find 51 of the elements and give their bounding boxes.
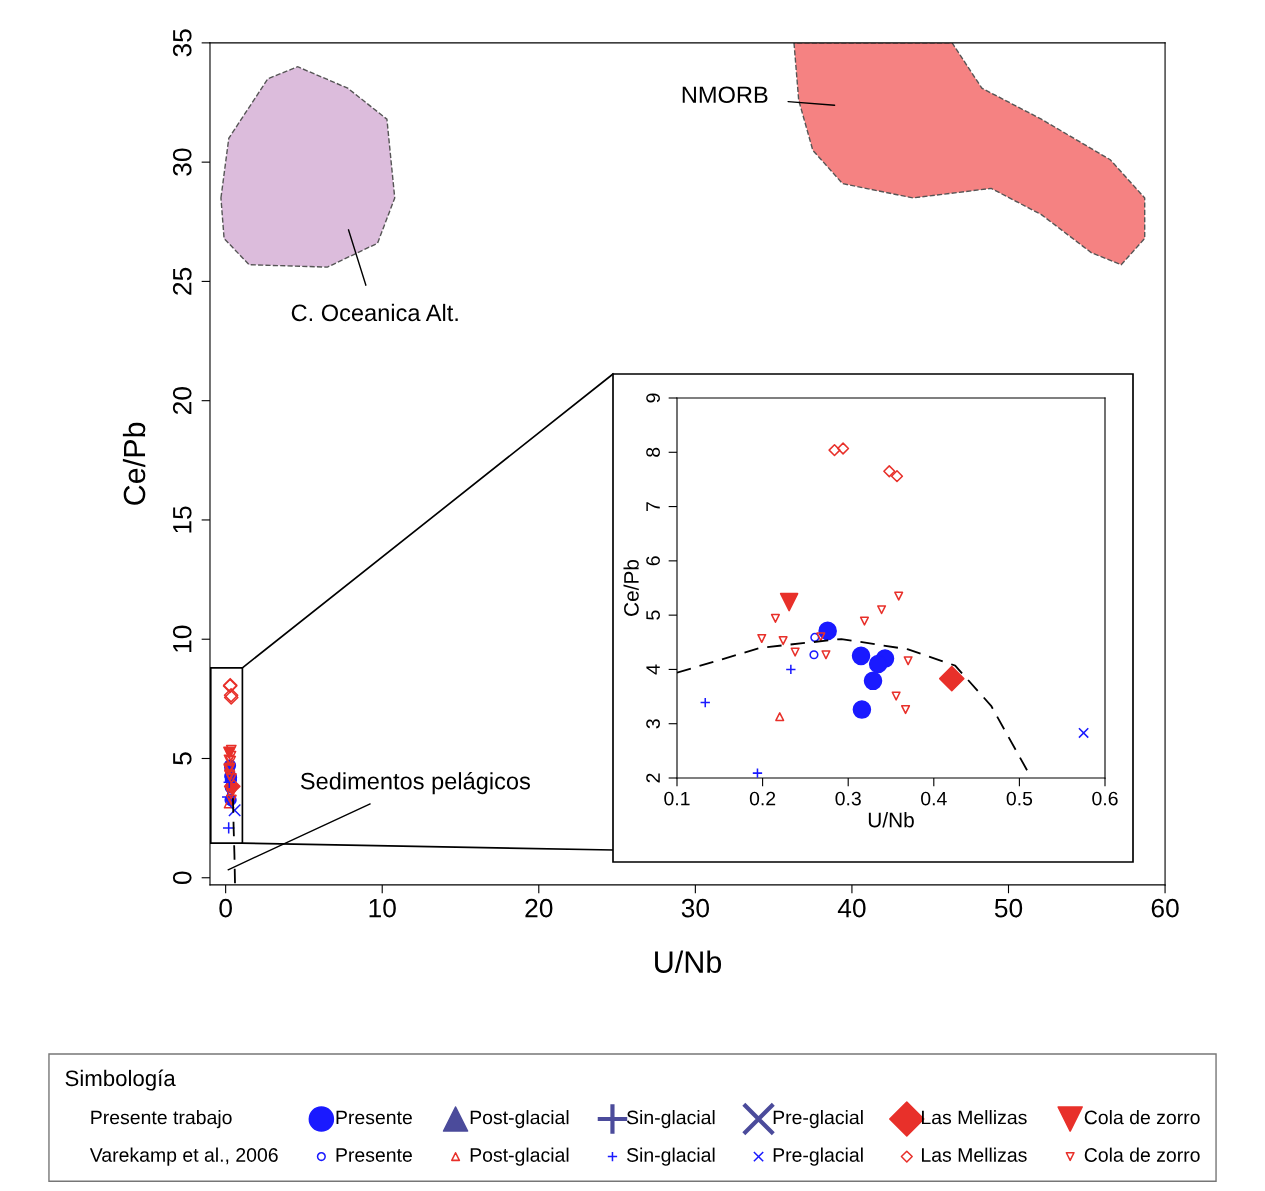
annotation: Sedimentos pelágicos [300,771,530,795]
legend-label: Post-glacial [470,1110,569,1129]
y-axis-title: Ce/Pb [623,559,639,616]
legend-label: Sin-glacial [626,1110,715,1129]
x-tick-label: 10 [369,898,396,918]
legend-label: Sin-glacial [626,1147,715,1166]
x-axis-title: U/Nb [655,950,722,973]
legend-label: Cola de zorro [1084,1147,1200,1162]
x-tick-label: 30 [681,898,709,918]
x-tick-label: 20 [525,898,553,918]
y-tick-label: 25 [172,267,192,295]
y-tick-label: 2 [646,773,660,783]
y-tick-label: 15 [173,506,192,533]
x-tick-label: 0.5 [1006,791,1033,806]
x-tick-label: 0.2 [749,791,776,806]
legend-label: Las Mellizas [922,1110,1027,1125]
y-tick-label: 0 [172,871,192,885]
x-tick-label: 50 [994,898,1023,918]
x-tick-label: 0.4 [921,791,947,806]
y-tick-label: 4 [646,664,660,675]
x-tick-label: 40 [837,898,866,918]
annotation: NMORB [682,86,768,104]
x-tick-label: 0.6 [1092,791,1118,806]
legend-label: Presente [336,1110,412,1125]
x-tick-label: 0.3 [835,791,861,806]
y-axis-title: Ce/Pb [122,422,146,505]
legend-label: Presente [336,1148,412,1162]
y-tick-label: 20 [172,387,192,415]
y-tick-label: 30 [172,148,192,176]
annotation: C. Oceanica Alt. [291,303,458,322]
y-tick-label: 8 [646,447,660,457]
y-tick-label: 10 [172,625,192,652]
legend-label: Las Mellizas [922,1147,1027,1162]
legend-title: Simbología [65,1069,176,1091]
y-tick-label: 7 [646,502,660,511]
x-tick-label: 0 [219,898,232,918]
y-tick-label: 9 [646,393,660,403]
text: Varekamp et al., 2006 [89,1147,278,1166]
legend-label: Cola de zorro [1084,1110,1200,1125]
text: Presente trabajo [91,1110,232,1129]
x-tick-label: 0.1 [664,791,690,806]
y-tick-label: 6 [646,556,660,566]
y-tick-label: 3 [646,719,660,729]
legend-label: Pre-glacial [773,1147,863,1166]
legend-label: Post-glacial [470,1147,569,1166]
x-tick-label: 60 [1151,898,1179,918]
y-tick-label: 35 [172,29,192,57]
legend-label: Pre-glacial [773,1110,863,1129]
x-axis-title: U/Nb [868,812,914,828]
y-tick-label: 5 [646,610,660,620]
y-tick-label: 5 [173,752,192,765]
